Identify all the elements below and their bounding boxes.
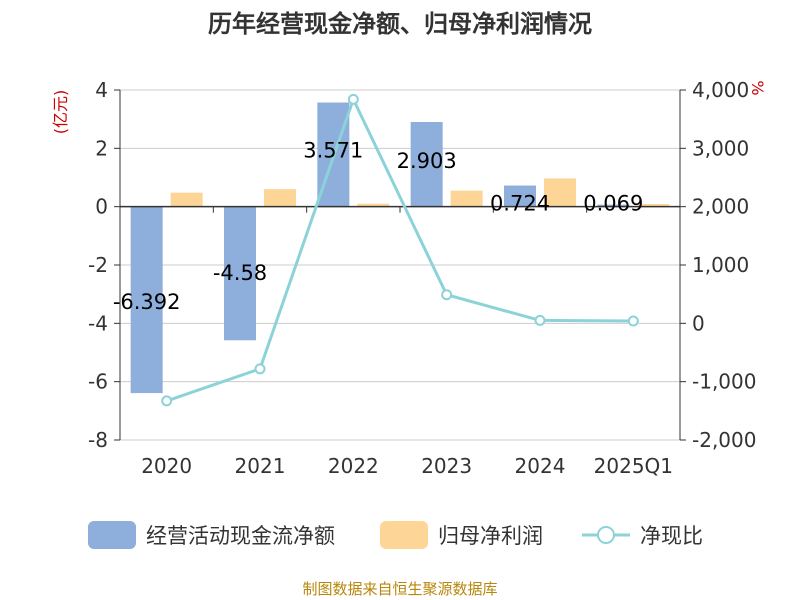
right-axis-unit: % — [748, 80, 767, 95]
legend-swatch — [88, 521, 136, 549]
source-note: 制图数据来自恒生聚源数据库 — [302, 580, 497, 598]
plot-area: -8 -6 -4 -2 0 2 4 -2,000 -1,000 0 1,000 2,000 3,000 4… — [88, 78, 756, 549]
right-tick-label: 1,000 — [692, 253, 749, 277]
line-point — [534, 314, 546, 326]
line-point — [441, 289, 453, 301]
line-cash-ratio — [166, 95, 634, 403]
legend-label: 经营活动现金流净额 — [146, 524, 335, 548]
line-point — [347, 93, 359, 105]
bar-value-label: -6.392 — [113, 290, 181, 314]
legend-label: 净现比 — [640, 524, 703, 548]
bar-value-label: 0.724 — [490, 192, 550, 216]
left-tick-label: -2 — [88, 253, 108, 277]
bar-net-profit — [450, 190, 483, 207]
bar-net-profit — [357, 203, 390, 207]
legend-marker — [597, 526, 615, 544]
bar-cashflow — [410, 121, 443, 207]
bar-net-profit — [264, 189, 296, 207]
right-tick-label: 0 — [692, 311, 705, 335]
line-point — [254, 363, 266, 375]
x-tick-label: 2025Q1 — [594, 454, 673, 478]
x-tick-label: 2021 — [235, 454, 286, 478]
bar-cashflow — [130, 206, 163, 394]
left-axis-unit: (亿元) — [51, 90, 70, 135]
legend-swatch — [380, 521, 428, 549]
left-tick-label: 2 — [95, 136, 108, 160]
bar-cashflow — [504, 185, 536, 207]
bar-net-profit — [544, 178, 576, 207]
left-tick-label: -8 — [88, 428, 108, 452]
bar-value-label: 3.571 — [303, 138, 363, 162]
right-tick-label: 2,000 — [692, 195, 749, 219]
bar-cashflow — [224, 206, 256, 341]
left-tick-label: 4 — [95, 78, 108, 102]
bar-value-label: 2.903 — [397, 149, 457, 173]
right-tick-label: -1,000 — [692, 370, 756, 394]
x-tick-label: 2023 — [421, 454, 472, 478]
bar-value-label: -4.58 — [213, 261, 267, 285]
right-tick-label: 4,000 — [692, 78, 749, 102]
bar-value-label: 0.069 — [583, 192, 643, 216]
chart-title: 历年经营现金净额、归母净利润情况 — [208, 10, 592, 38]
left-tick-label: -4 — [88, 311, 108, 335]
left-tick-label: -6 — [88, 370, 108, 394]
bar-cashflow — [597, 204, 630, 207]
x-tick-label: 2022 — [328, 454, 379, 478]
right-tick-label: 3,000 — [692, 136, 749, 160]
legend-label: 归母净利润 — [438, 524, 543, 548]
bar-net-profit — [170, 192, 203, 207]
bar-net-profit — [637, 204, 670, 207]
x-tick-label: 2020 — [141, 454, 192, 478]
right-tick-label: -2,000 — [692, 428, 756, 452]
x-tick-label: 2024 — [515, 454, 566, 478]
line-point — [627, 315, 639, 327]
line-point — [161, 395, 173, 407]
left-tick-label: 0 — [95, 195, 108, 219]
